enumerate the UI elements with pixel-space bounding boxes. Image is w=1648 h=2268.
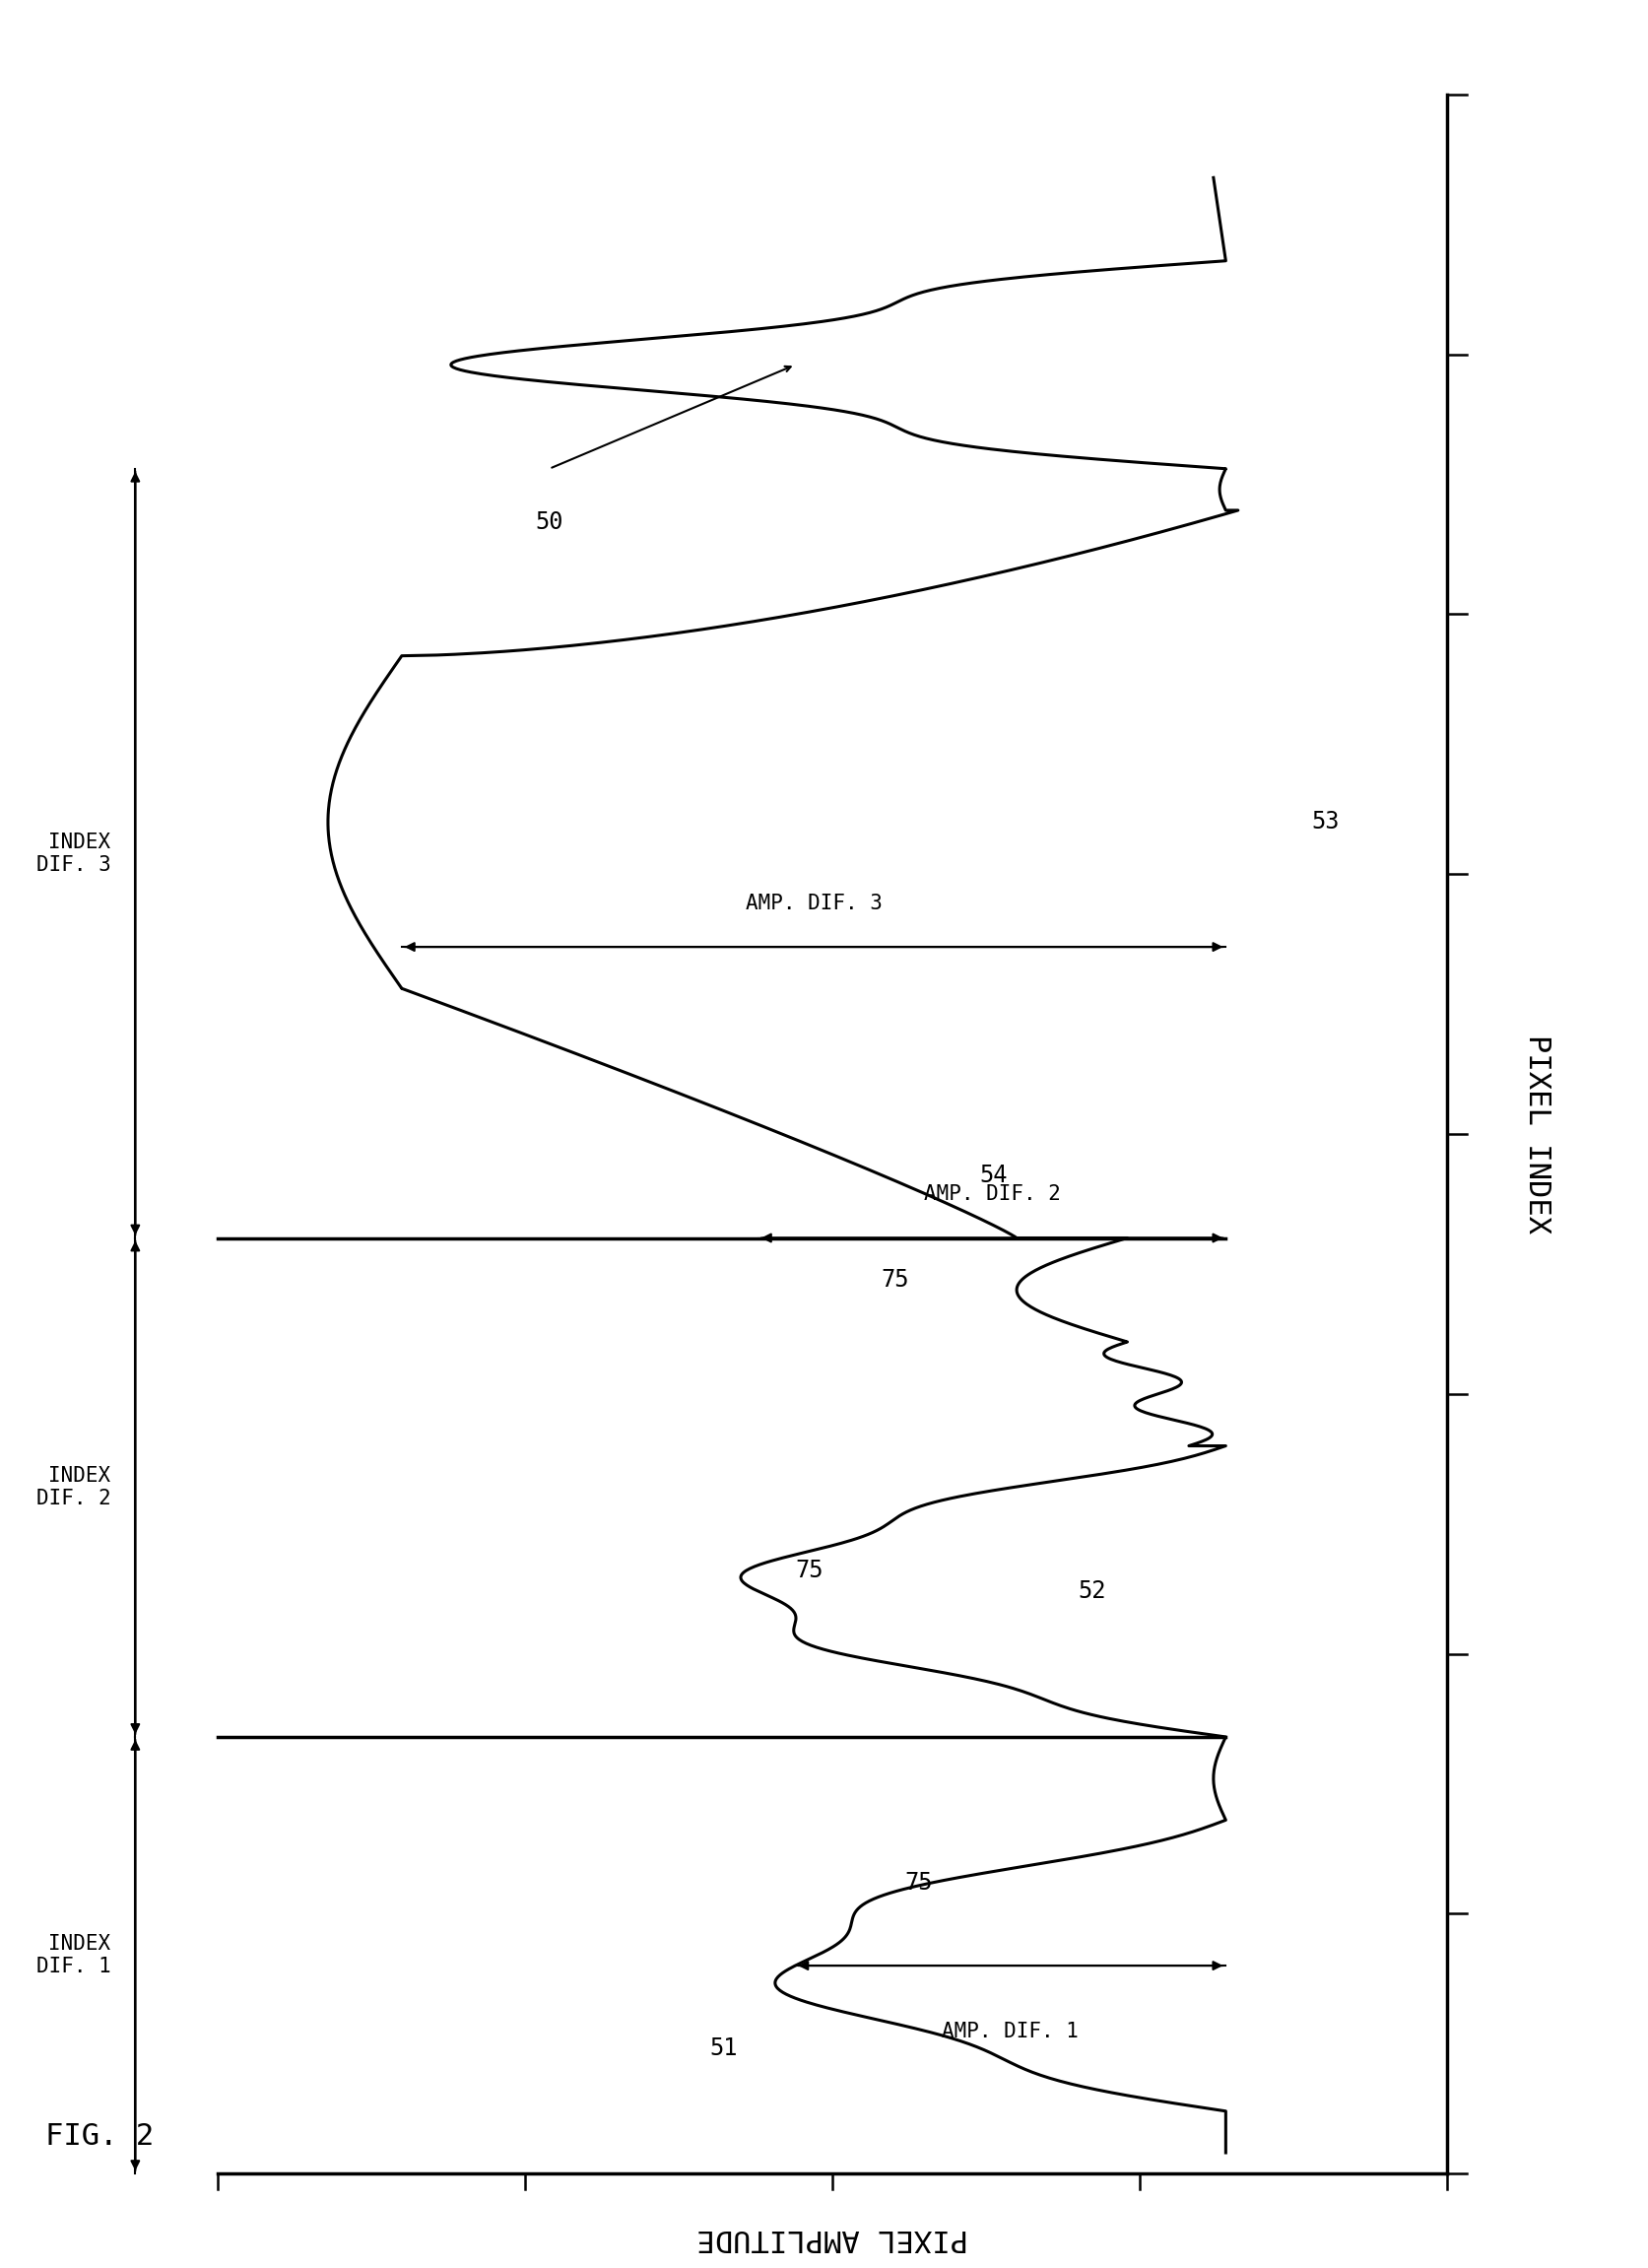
Text: 75: 75	[796, 1558, 824, 1583]
Text: INDEX
DIF. 3: INDEX DIF. 3	[36, 832, 110, 875]
Text: AMP. DIF. 2: AMP. DIF. 2	[923, 1184, 1060, 1204]
Text: 53: 53	[1312, 810, 1340, 835]
Text: 75: 75	[905, 1871, 933, 1894]
Text: PIXEL INDEX: PIXEL INDEX	[1523, 1034, 1552, 1234]
Text: PIXEL AMPLITUDE: PIXEL AMPLITUDE	[697, 2223, 967, 2252]
Text: 75: 75	[882, 1268, 910, 1290]
Text: 50: 50	[536, 510, 564, 533]
Text: FIG. 2: FIG. 2	[44, 2123, 153, 2150]
Text: AMP. DIF. 1: AMP. DIF. 1	[943, 2023, 1079, 2041]
Text: INDEX
DIF. 1: INDEX DIF. 1	[36, 1935, 110, 1975]
Text: 54: 54	[981, 1163, 1009, 1188]
Text: INDEX
DIF. 2: INDEX DIF. 2	[36, 1465, 110, 1508]
Text: 52: 52	[1078, 1579, 1106, 1603]
Text: 51: 51	[709, 2037, 737, 2062]
Text: AMP. DIF. 3: AMP. DIF. 3	[745, 894, 882, 914]
